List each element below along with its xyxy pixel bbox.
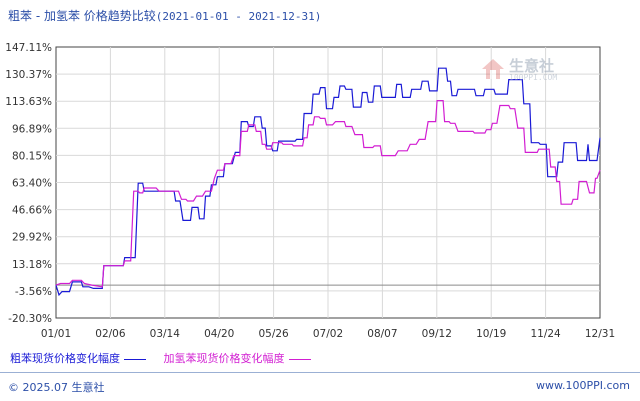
y-tick-label: 46.66% [12,205,52,217]
y-tick-label: 80.15% [12,150,52,162]
legend-swatch-series-2 [288,358,311,360]
y-tick-label: 96.89% [12,123,52,135]
x-tick-label: 02/06 [95,328,126,340]
footer-site-link[interactable]: www.100PPI.com [536,379,630,392]
series-line-1 [55,67,601,297]
x-tick-label: 08/07 [367,328,397,340]
chart-title-text: 粗苯 - 加氢苯 价格趋势比较 [8,9,156,23]
x-tick-label: 01/01 [41,328,71,340]
chart-title: 粗苯 - 加氢苯 价格趋势比较(2021-01-01 - 2021-12-31) [8,7,321,24]
legend-item-series-2: 加氢苯现货价格变化幅度 [164,350,311,366]
watermark-name: 生意社 [509,57,555,75]
y-tick-label: -20.30% [8,313,52,325]
y-tick-label: 147.11% [5,42,52,54]
x-tick-label: 09/12 [422,328,452,340]
footer-copyright: © 2025.07 生意社 [8,381,105,394]
y-tick-label: 113.63% [5,96,52,108]
x-tick-label: 03/14 [150,328,181,340]
legend-item-series-1: 粗苯现货价格变化幅度 [10,350,146,366]
series-line-2 [55,99,601,288]
legend-label-series-1: 粗苯现货价格变化幅度 [10,352,120,365]
x-tick-label: 05/26 [258,328,289,340]
y-tick-label: 130.37% [5,69,52,81]
x-tick-label: 12/31 [585,328,615,340]
chart-date-range: (2021-01-01 - 2021-12-31) [155,10,322,23]
x-tick-label: 04/20 [204,328,234,340]
house-logo-icon [482,59,504,79]
legend-label-series-2: 加氢苯现货价格变化幅度 [163,352,285,365]
footer-bar: © 2025.07 生意社 www.100PPI.com [0,372,640,401]
x-tick-label: 11/24 [530,328,561,340]
chart-plot-area: 147.11% 130.37% 113.63% 96.89% 80.15% 63.40% 4… [5,42,615,340]
chart-legend: 粗苯现货价格变化幅度 加氢苯现货价格变化幅度 [10,350,325,366]
y-tick-label: 63.40% [12,178,52,190]
y-tick-label: -3.56% [15,286,52,298]
watermark-url: 100PPI.COM [509,73,558,82]
x-tick-label: 07/02 [313,328,343,340]
legend-swatch-series-1 [124,358,146,360]
y-tick-label: 29.92% [12,232,52,244]
y-tick-label: 13.18% [12,259,52,271]
x-tick-label: 10/19 [476,328,506,340]
watermark-logo: 生意社 100PPI.COM [481,55,573,87]
